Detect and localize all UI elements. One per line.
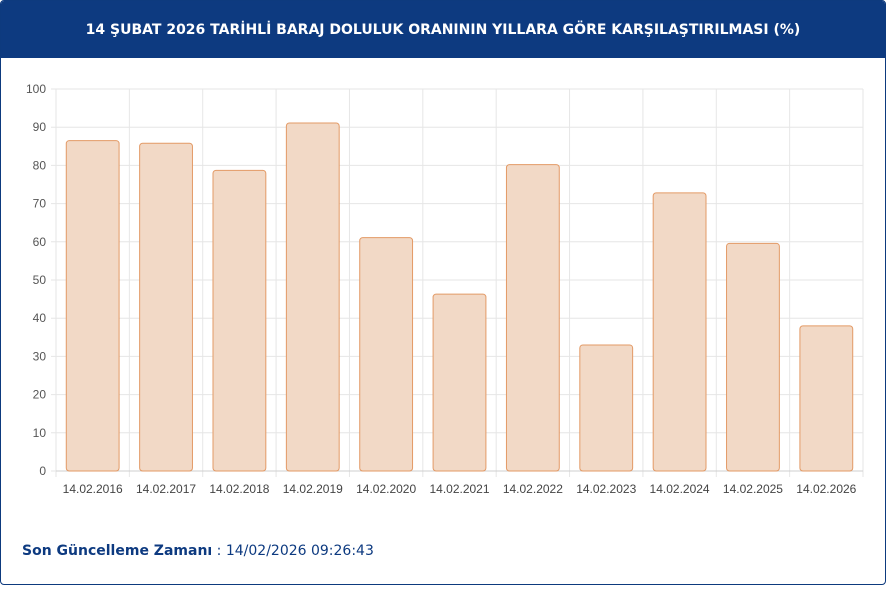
x-tick-label: 14.02.2025 xyxy=(723,482,783,496)
y-tick-label: 30 xyxy=(33,349,47,363)
bar xyxy=(432,293,487,472)
bar xyxy=(799,325,854,472)
bar xyxy=(505,164,560,472)
y-tick-label: 70 xyxy=(33,197,47,211)
bar xyxy=(359,237,414,472)
x-tick-label: 14.02.2021 xyxy=(429,482,489,496)
last-update: Son Güncelleme Zamanı : 14/02/2026 09:26… xyxy=(22,543,374,559)
last-update-separator: : xyxy=(212,543,226,559)
bar xyxy=(726,242,780,472)
x-tick-label: 14.02.2023 xyxy=(576,482,636,496)
bar xyxy=(285,122,340,472)
y-tick-label: 0 xyxy=(39,464,46,478)
y-tick-label: 90 xyxy=(33,120,47,134)
x-tick-label: 14.02.2017 xyxy=(136,482,196,496)
x-tick-label: 14.02.2019 xyxy=(283,482,343,496)
bar xyxy=(212,169,267,472)
chart-header: 14 ŞUBAT 2026 TARİHLİ BARAJ DOLULUK ORAN… xyxy=(1,1,885,58)
bar xyxy=(65,140,120,472)
chart-title: 14 ŞUBAT 2026 TARİHLİ BARAJ DOLULUK ORAN… xyxy=(85,21,801,38)
x-tick-label: 14.02.2016 xyxy=(63,482,123,496)
y-tick-label: 100 xyxy=(26,82,46,96)
bar xyxy=(139,142,193,472)
last-update-label: Son Güncelleme Zamanı xyxy=(22,543,213,559)
x-tick-label: 14.02.2018 xyxy=(209,482,269,496)
bar-chart: 0 10 20 30 40 50 60 70 80 90 100 14.02.2016 14.02.20… xyxy=(26,82,864,496)
x-tick-label: 14.02.2026 xyxy=(796,482,856,496)
last-update-value: 14/02/2026 09:26:43 xyxy=(225,543,374,559)
y-tick-label: 80 xyxy=(33,158,47,172)
x-tick-label: 14.02.2020 xyxy=(356,482,416,496)
bar xyxy=(579,344,634,472)
bar xyxy=(652,192,707,472)
x-tick-label: 14.02.2022 xyxy=(503,482,563,496)
y-tick-label: 50 xyxy=(33,273,47,287)
y-tick-label: 20 xyxy=(33,388,47,402)
y-tick-label: 40 xyxy=(33,311,47,325)
y-tick-label: 60 xyxy=(33,235,47,249)
x-tick-label: 14.02.2024 xyxy=(650,482,710,496)
y-tick-label: 10 xyxy=(33,426,47,440)
